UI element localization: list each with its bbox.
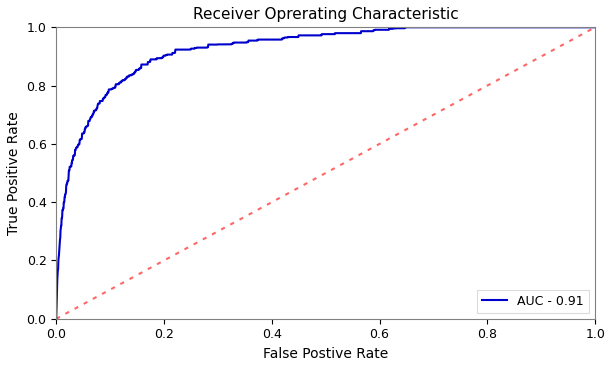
Y-axis label: True Positive Rate: True Positive Rate	[7, 111, 21, 235]
X-axis label: False Postive Rate: False Postive Rate	[263, 347, 388, 361]
Title: Receiver Oprerating Characteristic: Receiver Oprerating Characteristic	[193, 7, 458, 22]
Legend: AUC - 0.91: AUC - 0.91	[477, 290, 589, 312]
